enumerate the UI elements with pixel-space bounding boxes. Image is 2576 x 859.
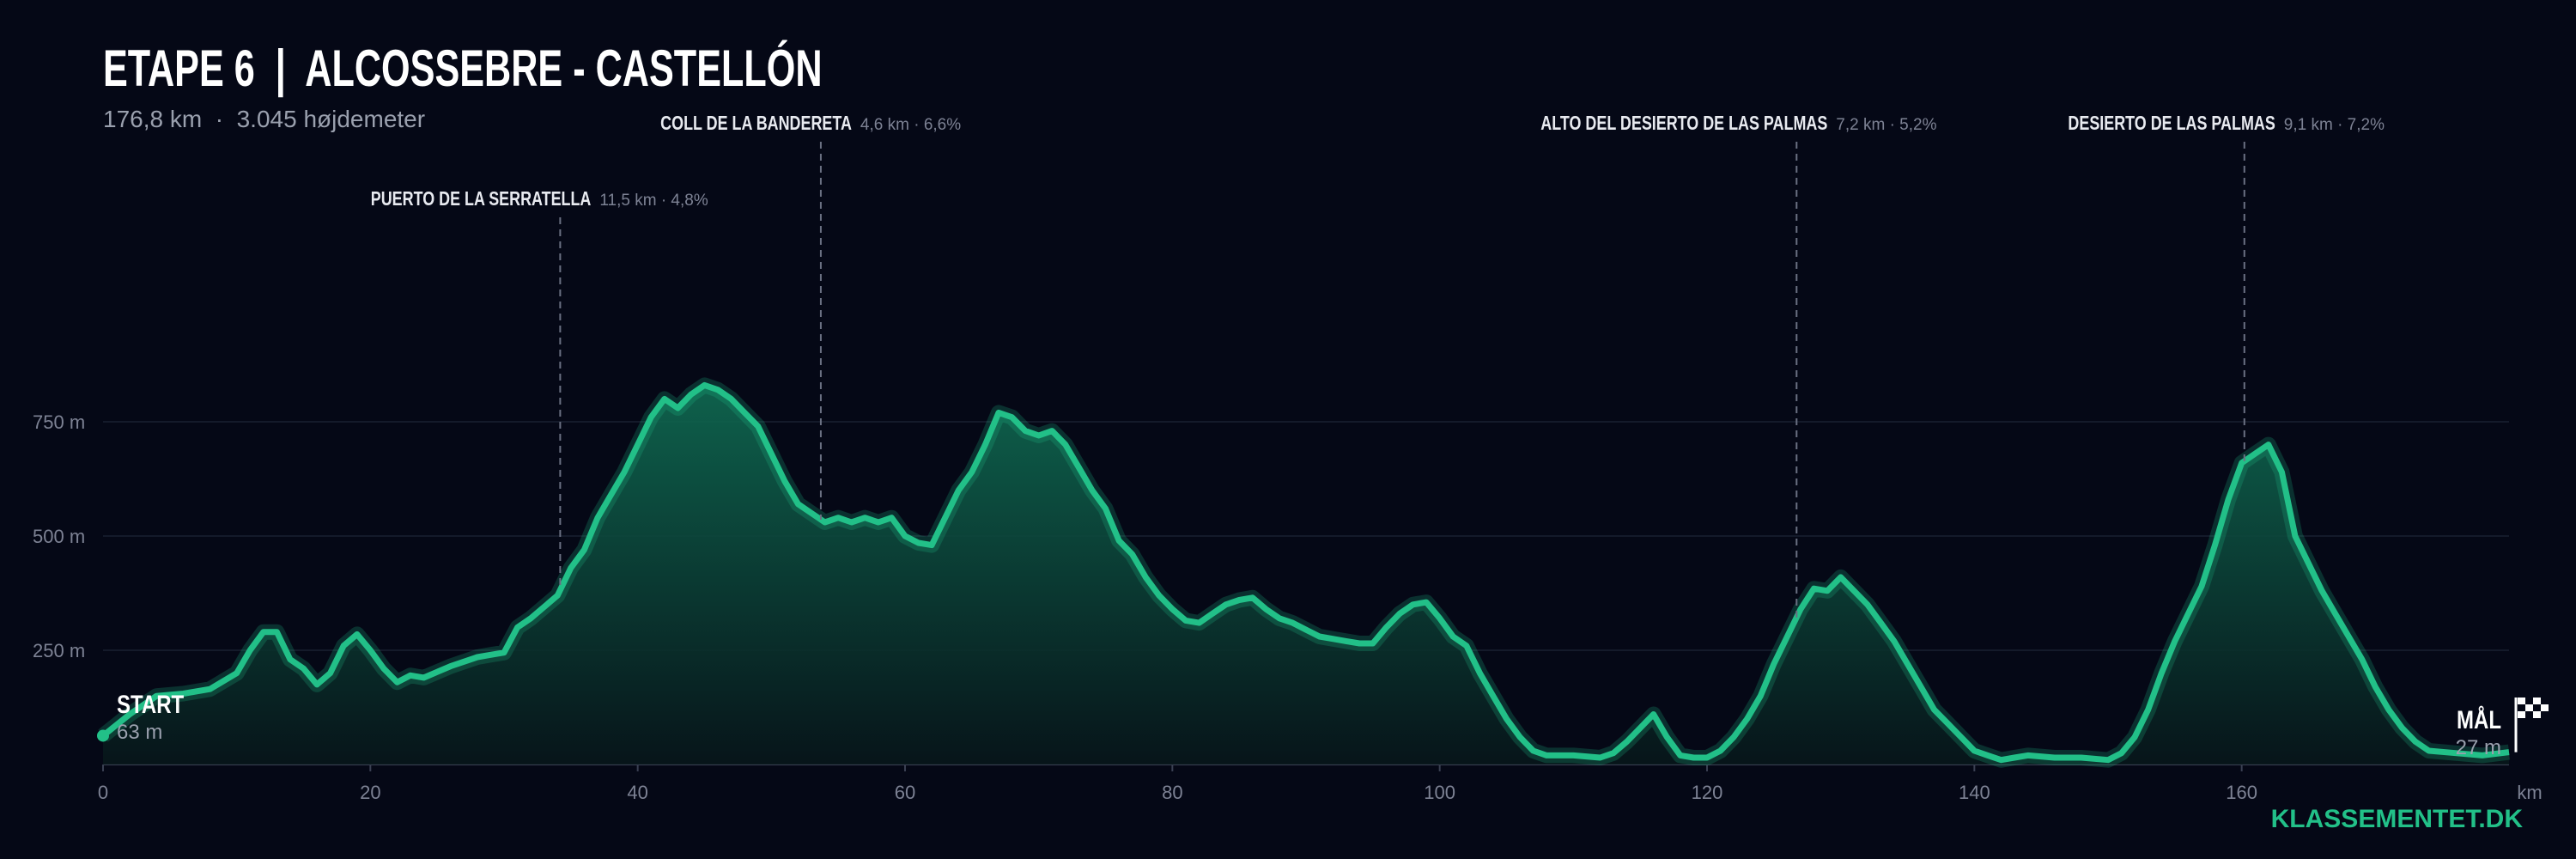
x-tick-label: 40 <box>627 782 647 803</box>
finish-flag <box>2541 711 2549 718</box>
finish-flag <box>2525 704 2533 711</box>
climb-detail: 4,6 km · 6,6% <box>860 116 961 134</box>
x-tick-label: 80 <box>1162 782 1182 803</box>
profile-line <box>100 381 2510 764</box>
climb-name: PUERTO DE LA SERRATELLA <box>371 188 592 210</box>
finish-flag <box>2533 704 2541 711</box>
finish-flag <box>2541 698 2549 704</box>
finish-flag <box>2533 698 2541 704</box>
x-tick-label: 60 <box>895 782 915 803</box>
y-tick-label: 750 m <box>33 411 85 433</box>
finish-flag <box>2518 698 2525 704</box>
start-label: START <box>117 689 185 718</box>
x-axis-label: km <box>2517 782 2542 803</box>
climb-name: DESIERTO DE LAS PALMAS <box>2068 113 2275 135</box>
climb-name: ALTO DEL DESIERTO DE LAS PALMAS <box>1540 113 1827 135</box>
climb-name: COLL DE LA BANDERETA <box>660 113 852 135</box>
finish-flag <box>2518 711 2525 718</box>
start-dot <box>97 729 109 742</box>
x-tick-label: 20 <box>360 782 380 803</box>
finish-flag <box>2541 704 2549 711</box>
climb-detail: 11,5 km · 4,8% <box>599 192 708 210</box>
climb-detail: 9,1 km · 7,2% <box>2284 116 2385 134</box>
brand: KLASSEMENTET.DK <box>2271 805 2524 833</box>
y-tick-label: 250 m <box>33 640 85 661</box>
x-tick-label: 0 <box>98 782 108 803</box>
chart-title: ETAPE 6 | ALCOSSEBRE - CASTELLÓN <box>103 40 823 98</box>
climb-detail: 7,2 km · 5,2% <box>1836 116 1936 134</box>
finish-flag <box>2525 698 2533 704</box>
finish-label: MÅL <box>2457 704 2501 734</box>
finish-value: 27 m <box>2456 736 2501 759</box>
x-tick-label: 100 <box>1424 782 1455 803</box>
finish-flag <box>2525 711 2533 718</box>
y-tick-label: 500 m <box>33 526 85 547</box>
chart-subtitle: 176,8 km · 3.045 højdemeter <box>103 106 425 132</box>
finish-flag <box>2518 704 2525 711</box>
start-value: 63 m <box>117 721 162 744</box>
x-tick-label: 120 <box>1692 782 1723 803</box>
x-tick-label: 140 <box>1959 782 1990 803</box>
finish-flag <box>2533 711 2541 718</box>
x-tick-label: 160 <box>2226 782 2257 803</box>
